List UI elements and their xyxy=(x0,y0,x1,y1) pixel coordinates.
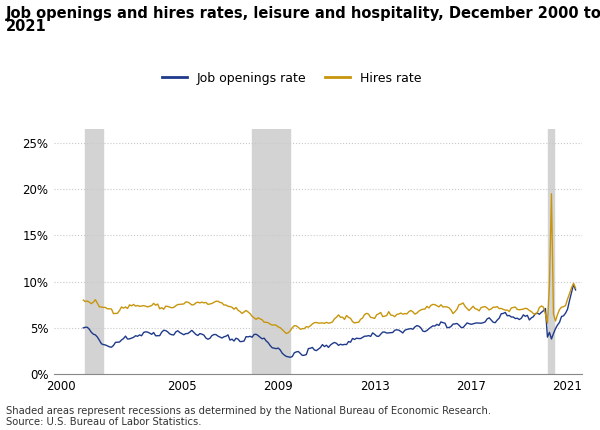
Text: Source: U.S. Bureau of Labor Statistics.: Source: U.S. Bureau of Labor Statistics. xyxy=(6,417,202,427)
Bar xyxy=(252,129,290,374)
Bar xyxy=(548,129,554,374)
Text: 2021: 2021 xyxy=(6,19,47,34)
Text: Job openings and hires rates, leisure and hospitality, December 2000 to May: Job openings and hires rates, leisure an… xyxy=(6,6,600,22)
Text: Shaded areas represent recessions as determined by the National Bureau of Econom: Shaded areas represent recessions as det… xyxy=(6,406,491,416)
Legend: Job openings rate, Hires rate: Job openings rate, Hires rate xyxy=(157,67,427,89)
Bar xyxy=(85,129,103,374)
